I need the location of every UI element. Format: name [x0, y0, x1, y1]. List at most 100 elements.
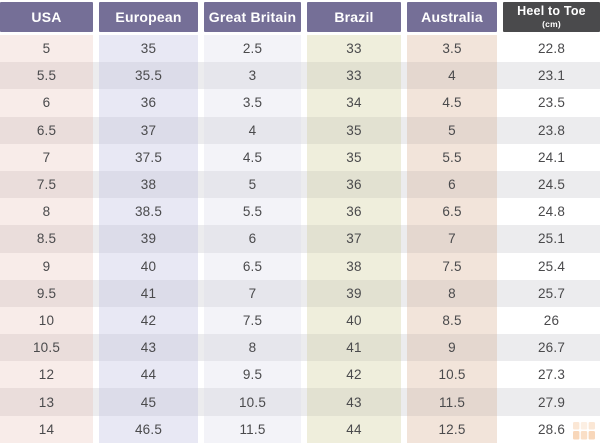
- cell-heel-to-toe: 24.8: [503, 198, 600, 226]
- column-header-brazil: Brazil: [307, 2, 401, 32]
- cell-great-britain: 10.5: [204, 388, 301, 416]
- cell-usa: 10: [0, 306, 93, 335]
- table-header-row: USA European Great Britain Brazil Australia H…: [0, 2, 600, 32]
- table-row: 14 46.5 11.5 44 12.5 28.6: [0, 415, 600, 443]
- cell-great-britain: 3: [204, 62, 301, 90]
- cell-european: 35.5: [99, 62, 198, 90]
- cell-usa: 14: [0, 415, 93, 443]
- cell-great-britain: 5: [204, 170, 301, 199]
- cell-heel-to-toe: 23.8: [503, 116, 600, 144]
- cell-heel-to-toe: 24.1: [503, 143, 600, 171]
- column-header-sublabel: (cm): [542, 18, 561, 29]
- table-row: 8.5 39 6 37 7 25.1: [0, 225, 600, 253]
- column-header-heel-to-toe: Heel to Toe (cm): [503, 2, 600, 32]
- cell-australia: 9: [407, 334, 497, 362]
- cell-great-britain: 7: [204, 279, 301, 307]
- cell-usa: 9: [0, 252, 93, 280]
- table-row: 6.5 37 4 35 5 23.8: [0, 116, 600, 144]
- cell-great-britain: 2.5: [204, 35, 301, 63]
- cell-australia: 6.5: [407, 198, 497, 226]
- table-row: 9.5 41 7 39 8 25.7: [0, 279, 600, 307]
- cell-australia: 11.5: [407, 388, 497, 416]
- cell-usa: 8.5: [0, 225, 93, 253]
- cell-heel-to-toe: 27.9: [503, 388, 600, 416]
- cell-heel-to-toe: 23.1: [503, 62, 600, 90]
- cell-heel-to-toe: 26: [503, 306, 600, 335]
- cell-usa: 7: [0, 143, 93, 171]
- cell-european: 37.5: [99, 143, 198, 171]
- cell-brazil: 35: [307, 116, 401, 144]
- cell-brazil: 37: [307, 225, 401, 253]
- cell-heel-to-toe: 28.6: [503, 415, 600, 443]
- cell-usa: 8: [0, 198, 93, 226]
- cell-usa: 7.5: [0, 170, 93, 199]
- cell-european: 40: [99, 252, 198, 280]
- cell-brazil: 39: [307, 279, 401, 307]
- cell-australia: 12.5: [407, 415, 497, 443]
- column-header-label: Brazil: [334, 8, 374, 25]
- cell-brazil: 36: [307, 198, 401, 226]
- column-header-label: Great Britain: [208, 8, 297, 25]
- cell-great-britain: 8: [204, 334, 301, 362]
- cell-brazil: 33: [307, 62, 401, 90]
- cell-great-britain: 7.5: [204, 306, 301, 335]
- table-body: 5 35 2.5 33 3.5 22.8 5.5 35.5 3 33 4 23.1 6 36 3.5 34 4.…: [0, 35, 600, 443]
- cell-brazil: 38: [307, 252, 401, 280]
- cell-brazil: 34: [307, 89, 401, 117]
- cell-european: 42: [99, 306, 198, 335]
- cell-heel-to-toe: 25.1: [503, 225, 600, 253]
- cell-european: 39: [99, 225, 198, 253]
- cell-brazil: 42: [307, 361, 401, 389]
- table-row: 7.5 38 5 36 6 24.5: [0, 170, 600, 199]
- table-row: 12 44 9.5 42 10.5 27.3: [0, 361, 600, 389]
- cell-heel-to-toe: 23.5: [503, 89, 600, 117]
- cell-heel-to-toe: 25.4: [503, 252, 600, 280]
- cell-great-britain: 6: [204, 225, 301, 253]
- column-header-australia: Australia: [407, 2, 497, 32]
- table-row: 7 37.5 4.5 35 5.5 24.1: [0, 143, 600, 171]
- cell-australia: 10.5: [407, 361, 497, 389]
- cell-european: 41: [99, 279, 198, 307]
- column-header-european: European: [99, 2, 198, 32]
- cell-usa: 10.5: [0, 334, 93, 362]
- cell-heel-to-toe: 27.3: [503, 361, 600, 389]
- table-row: 9 40 6.5 38 7.5 25.4: [0, 252, 600, 280]
- cell-european: 36: [99, 89, 198, 117]
- cell-great-britain: 4.5: [204, 143, 301, 171]
- cell-brazil: 44: [307, 415, 401, 443]
- column-header-great-britain: Great Britain: [204, 2, 301, 32]
- cell-european: 37: [99, 116, 198, 144]
- cell-usa: 9.5: [0, 279, 93, 307]
- cell-usa: 5: [0, 35, 93, 63]
- cell-great-britain: 6.5: [204, 252, 301, 280]
- cell-australia: 5.5: [407, 143, 497, 171]
- table-row: 13 45 10.5 43 11.5 27.9: [0, 388, 600, 416]
- cell-brazil: 43: [307, 388, 401, 416]
- cell-european: 46.5: [99, 415, 198, 443]
- cell-brazil: 40: [307, 306, 401, 335]
- cell-australia: 7.5: [407, 252, 497, 280]
- cell-usa: 12: [0, 361, 93, 389]
- table-row: 6 36 3.5 34 4.5 23.5: [0, 89, 600, 117]
- cell-brazil: 36: [307, 170, 401, 199]
- table-row: 5 35 2.5 33 3.5 22.8: [0, 35, 600, 63]
- cell-brazil: 33: [307, 35, 401, 63]
- cell-great-britain: 5.5: [204, 198, 301, 226]
- cell-usa: 6: [0, 89, 93, 117]
- column-header-label: European: [115, 8, 182, 25]
- table-grid-icon: [573, 422, 595, 440]
- cell-usa: 6.5: [0, 116, 93, 144]
- cell-australia: 8: [407, 279, 497, 307]
- cell-australia: 3.5: [407, 35, 497, 63]
- column-header-label: USA: [31, 8, 62, 25]
- table-row: 8 38.5 5.5 36 6.5 24.8: [0, 198, 600, 226]
- cell-australia: 4: [407, 62, 497, 90]
- column-header-label: Heel to Toe: [517, 4, 586, 19]
- cell-australia: 6: [407, 170, 497, 199]
- cell-usa: 5.5: [0, 62, 93, 90]
- cell-heel-to-toe: 22.8: [503, 35, 600, 63]
- table-row: 10 42 7.5 40 8.5 26: [0, 306, 600, 335]
- cell-european: 45: [99, 388, 198, 416]
- cell-great-britain: 9.5: [204, 361, 301, 389]
